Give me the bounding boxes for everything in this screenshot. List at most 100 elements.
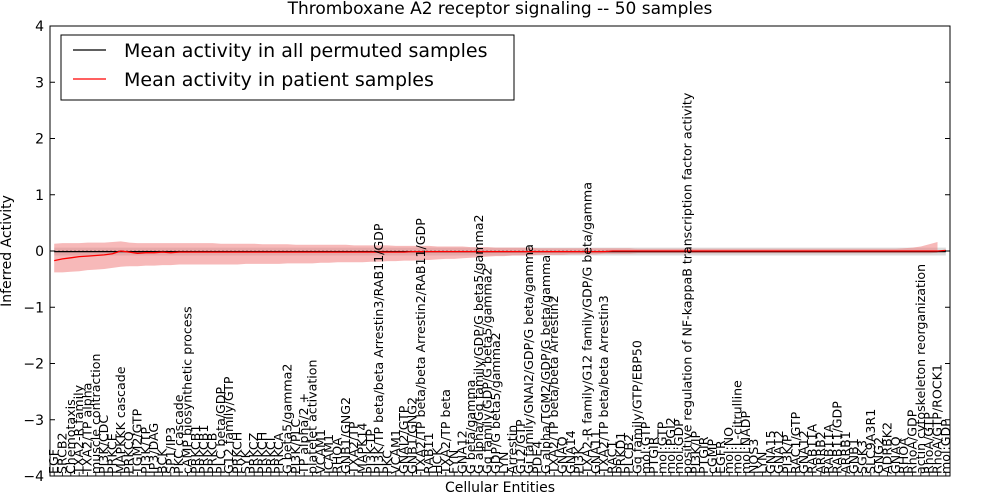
x-tick-label: GNB1/GNG2 [405, 397, 420, 474]
x-tick-label: MAPK14 [355, 423, 370, 474]
x-tick-label: Chemotaxis [63, 399, 78, 474]
x-tick-label: GNA12 [771, 430, 786, 474]
x-tick-label: mol:NADP [738, 411, 753, 474]
x-tick-label: Arrestin [505, 425, 520, 474]
x-tick-label: NOS3 [746, 439, 761, 474]
x-tick-label: GNAQ [555, 436, 570, 474]
x-tick-label: mol:GTP [655, 421, 670, 474]
x-tick-label: G12 family/GTP [221, 376, 236, 474]
x-tick-label: Gq family/GDP/G beta5/gamma2 [480, 267, 495, 474]
x-tick-label: PKC cascade [171, 394, 186, 474]
x-tick-label: muscle contraction [88, 354, 103, 474]
line-series-1 [54, 249, 946, 262]
x-tick-label: PI3K/TP beta/beta Arrestin3/RAB11/GDP [371, 223, 386, 474]
x-tick-label: cGMP [705, 438, 720, 474]
x-tick-label: TP alpha/2 + [296, 393, 311, 475]
legend: Mean activity in all permuted samples Me… [60, 34, 515, 101]
x-tick-label: RhoA/GDP [905, 409, 920, 474]
x-tick-label: PRKCI [263, 438, 278, 474]
chart-title: Thromboxane A2 receptor signaling -- 50 … [287, 0, 713, 19]
x-tick-label: SP1/IP3 [163, 427, 178, 474]
x-tick-label: TXA2/TP beta/beta Arrestin3 [596, 295, 611, 475]
x-tick-label: PRKCB [205, 433, 220, 474]
x-tick-label: RhoA/GTP/ROCK1 [930, 364, 945, 474]
x-tick-label: positive regulation of NF-kappaB transcr… [680, 92, 695, 474]
x-tick-label: cAMP biosynthetic process [180, 306, 195, 474]
x-tick-label: FYN [446, 450, 461, 474]
x-tick-label: GNA12 [796, 430, 811, 474]
confidence-bands [54, 241, 946, 273]
x-tick-label: PI3K/PLC [288, 419, 303, 474]
x-tick-label: RAB11/GDP [830, 401, 845, 474]
x-tick-label: PRKCH [230, 432, 245, 474]
band-series-1 [54, 241, 938, 273]
y-tick-label: −3 [23, 413, 44, 429]
x-tick-label: mol:GDP [671, 419, 686, 474]
y-tick-label: −2 [23, 357, 44, 373]
x-tick-label: G beta/gamma [463, 380, 478, 474]
x-tick-label: actin cytoskeleton reorganization [913, 264, 928, 474]
x-tick-label: GNAQ [888, 436, 903, 474]
x-tick-label: PLCB2 [621, 434, 636, 474]
x-tick-label: ARRB1 [838, 431, 853, 474]
x-tick-label: mol:GDP [938, 419, 953, 474]
x-tick-label: RHOA [896, 437, 911, 474]
x-tick-label: PRKCA [271, 432, 286, 474]
x-tick-label: SRCB2 [55, 432, 70, 474]
x-tick-label: RAB11A [805, 423, 820, 474]
x-tick-label: MAPKKK cascade [113, 366, 128, 474]
x-tick-label: TXA2/TP beta/beta Arrestin2 [546, 295, 561, 475]
y-tick-label: 2 [35, 132, 44, 148]
x-tick-label: TXA2/TP beta [438, 389, 453, 475]
x-tick-label: EGFR [713, 440, 728, 474]
x-tick-label: PI3K [571, 446, 586, 474]
x-tick-label: SLC9A3R1 [863, 409, 878, 474]
x-tick-label: G alpha/TGM2/GDP/G beta/gamma [538, 255, 553, 474]
x-tick-label: ICAM1 [321, 434, 336, 474]
x-tick-label: VCAM1 [313, 429, 328, 474]
x-tick-label: GNA15 [763, 430, 778, 474]
x-tick-label: PDE4 [530, 441, 545, 474]
x-tick-label: TXA2-R family [71, 384, 86, 475]
x-tick-label: GNA14 [563, 430, 578, 474]
x-tick-label: SYK [238, 449, 253, 474]
x-tick-label: platelet activation [305, 360, 320, 474]
x-tick-label: PI3K/CDC [96, 415, 111, 474]
x-tick-label: RAC1/GTP [788, 411, 803, 474]
x-tick-label: RAB11A [821, 423, 836, 474]
x-tick-label: PI3K-TP [363, 429, 378, 474]
y-axis-label: Inferred Activity [0, 195, 15, 307]
x-tick-label: SGK3 [855, 440, 870, 474]
legend-label-permuted: Mean activity in all permuted samples [124, 40, 487, 62]
x-tick-label: mol:L-citrulline [730, 380, 745, 474]
x-tick-label: GNA11 [588, 430, 603, 474]
x-tick-label: TGM2/GTP [130, 408, 145, 475]
x-tick-label: mol:NO [721, 427, 736, 474]
legend-label-patient: Mean activity in patient samples [124, 69, 434, 91]
x-tick-label: PRKCH [255, 432, 270, 474]
x-tick-label: LYN [755, 452, 770, 474]
x-tick-label: TXA2/TP beta/beta Arrestin2/RAB11/GDP [413, 218, 428, 475]
x-tick-label: GNAI2/GTP [396, 405, 411, 474]
x-tick-label: GNB1 [846, 438, 861, 474]
x-tick-label: GDP/G beta5/gamma2 [488, 332, 503, 474]
y-tick-label: 4 [35, 19, 44, 35]
x-tick-label: GNA12 [455, 430, 470, 474]
y-axis-ticks: −4 −3 −2 −1 0 1 2 3 4 [23, 19, 950, 485]
x-tick-label: PTGIR [696, 436, 711, 474]
x-tick-label: LYN [496, 452, 511, 474]
x-tick-label: ADRBK2 [880, 422, 895, 474]
x-tick-label: EGF [46, 449, 61, 474]
y-tick-label: 3 [35, 75, 44, 91]
x-tick-label: PRKCB1 [188, 425, 203, 474]
x-tick-label: Gq family/GTP/EBP50 [630, 340, 645, 474]
x-tick-label: PKC [380, 450, 395, 474]
y-tick-label: −1 [23, 300, 44, 316]
y-tick-label: 0 [35, 244, 44, 260]
x-tick-label: PI3K/IP [688, 430, 703, 474]
x-tick-label: RAB11 [421, 432, 436, 474]
x-tick-label: PRKCZ [246, 432, 261, 474]
x-tick-label: PRKCE [105, 433, 120, 474]
